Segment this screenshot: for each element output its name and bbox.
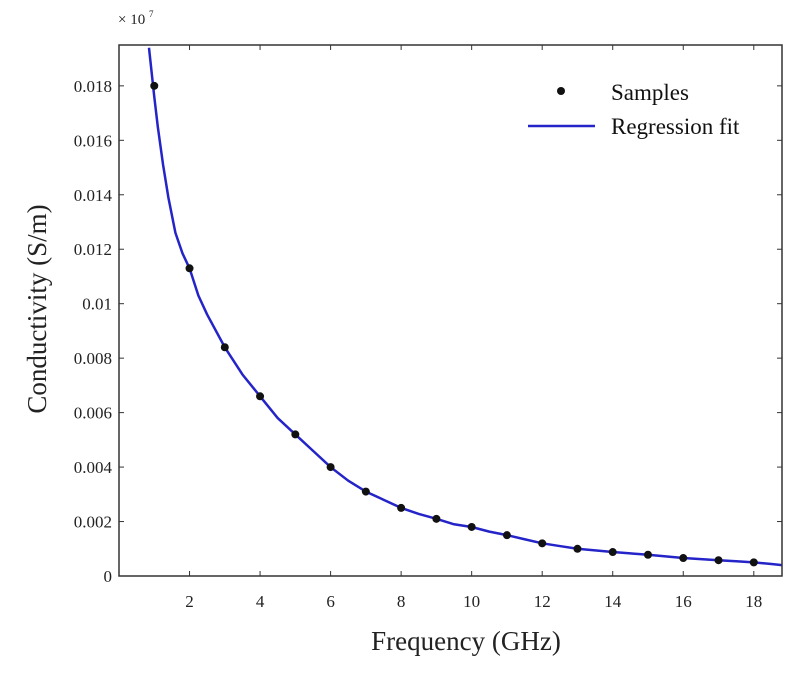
y-tick-label: 0.006 [74,404,112,423]
sample-point [467,522,476,531]
y-tick-label: 0.002 [74,513,112,532]
regression-fit-line [147,47,782,567]
x-tick-label: 8 [397,592,406,611]
sample-point [749,558,758,567]
sample-point [361,487,370,496]
y-tick-label: 0.016 [74,131,112,150]
legend: Samples Regression fit [528,80,740,139]
y-tick-label: 0.014 [74,186,113,205]
sample-point [256,392,265,401]
plot-area-frame [118,44,783,577]
sample-point [608,548,617,557]
sample-point [150,81,159,90]
y-axis-multiplier-exponent: 7 [149,9,154,19]
sample-point [538,539,547,548]
x-tick-label: 10 [463,592,480,611]
sample-point [291,430,300,439]
x-tick-label: 18 [745,592,762,611]
y-tick-label: 0.004 [74,458,113,477]
sample-point [432,514,441,523]
legend-fit-label: Regression fit [611,114,740,139]
x-axis-label: Frequency (GHz) [371,626,561,656]
legend-samples-marker [557,87,565,95]
y-tick-label: 0.012 [74,240,112,259]
sample-points-layer [150,81,758,567]
y-axis-multiplier-base: × 10 [118,12,145,28]
x-tick-label: 2 [185,592,194,611]
sample-point [326,463,335,472]
sample-point [573,544,582,553]
y-axis-multiplier: × 10 7 [118,9,154,28]
fit-curve-layer [147,47,782,567]
legend-samples-label: Samples [611,80,689,105]
y-tick-label: 0.01 [82,295,112,314]
sample-point [714,556,723,565]
sample-point [679,554,688,563]
y-axis-label: Conductivity (S/m) [22,204,52,413]
y-tick-label: 0.008 [74,349,112,368]
sample-point [502,531,511,540]
tick-layer: 2 4 6 8 10 12 14 16 18 0 0.002 0.004 0.006 0.008 0.01 0… [74,45,782,611]
sample-point [220,343,229,352]
sample-point [185,264,194,273]
x-tick-label: 6 [326,592,335,611]
y-tick-label: 0 [104,567,113,586]
sample-point [397,503,406,512]
y-tick-label: 0.018 [74,77,112,96]
x-tick-label: 14 [604,592,622,611]
x-tick-label: 12 [534,592,551,611]
x-tick-label: 4 [256,592,265,611]
x-tick-label: 16 [675,592,692,611]
sample-point [643,550,652,559]
